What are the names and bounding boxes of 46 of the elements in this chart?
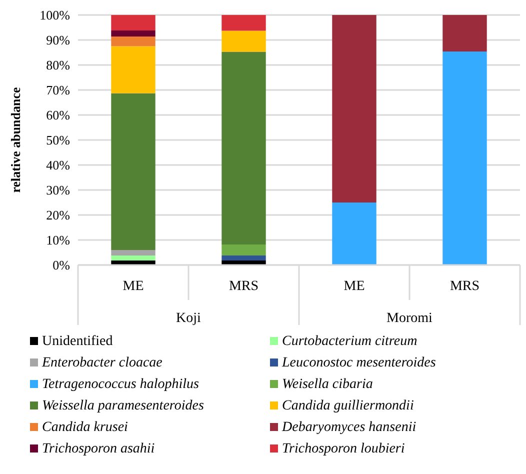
bar	[332, 15, 376, 202]
legend-label: Leuconostoc mesenteroides	[281, 356, 436, 370]
y-tick-label: 90%	[46, 32, 70, 48]
legend-label: Unidentified	[42, 334, 113, 349]
y-tick-label: 30%	[46, 182, 70, 198]
bar	[111, 93, 156, 250]
x-tick-label: MRS	[228, 279, 259, 294]
legend-label: Candida guilliermondii	[282, 398, 414, 414]
legend-label: Debaryomyces hansenii	[281, 420, 416, 435]
bar	[111, 250, 156, 256]
y-tick-label: 10%	[46, 232, 70, 248]
bar	[222, 15, 266, 31]
y-tick-label: 50%	[46, 132, 70, 148]
y-tick-label: 0%	[52, 258, 70, 273]
bar	[222, 52, 266, 244]
bar	[222, 30, 266, 52]
legend-label: Trichosporon asahii	[42, 442, 155, 456]
bar	[222, 244, 266, 256]
y-tick-label: 40%	[46, 158, 70, 173]
bar	[442, 52, 487, 265]
legend-label: Candida krusei	[42, 420, 128, 435]
bar	[111, 36, 156, 46]
legend-label: Weisella cibaria	[282, 377, 373, 392]
legend-label: Curtobacterium citreum	[282, 334, 418, 349]
legend-label: Enterobacter cloacae	[41, 356, 162, 370]
y-axis-title: relative abundance	[8, 86, 23, 193]
y-tick-label: 60%	[46, 108, 70, 123]
x-tick-label: MRS	[450, 279, 480, 294]
bar	[222, 256, 266, 260]
y-tick-label: 80%	[46, 58, 70, 73]
legend-label: Weissella paramesenteroides	[42, 398, 204, 414]
y-tick-label: 100%	[40, 8, 70, 23]
bar	[111, 15, 156, 30]
x-tick-label: ME	[344, 279, 365, 294]
x-tick-label: ME	[122, 279, 144, 294]
bar	[111, 256, 156, 260]
bar	[111, 46, 156, 94]
legend-label: Trichosporon loubieri	[282, 442, 405, 456]
bar	[442, 15, 487, 52]
y-tick-label: 20%	[46, 208, 70, 223]
text: Moromi	[386, 311, 433, 326]
bar	[332, 202, 376, 265]
y-tick-label: 70%	[46, 82, 70, 98]
legend-label: Tetragenococcus halophilus	[42, 377, 200, 392]
text: Koji	[176, 311, 202, 326]
bar	[111, 30, 156, 36]
